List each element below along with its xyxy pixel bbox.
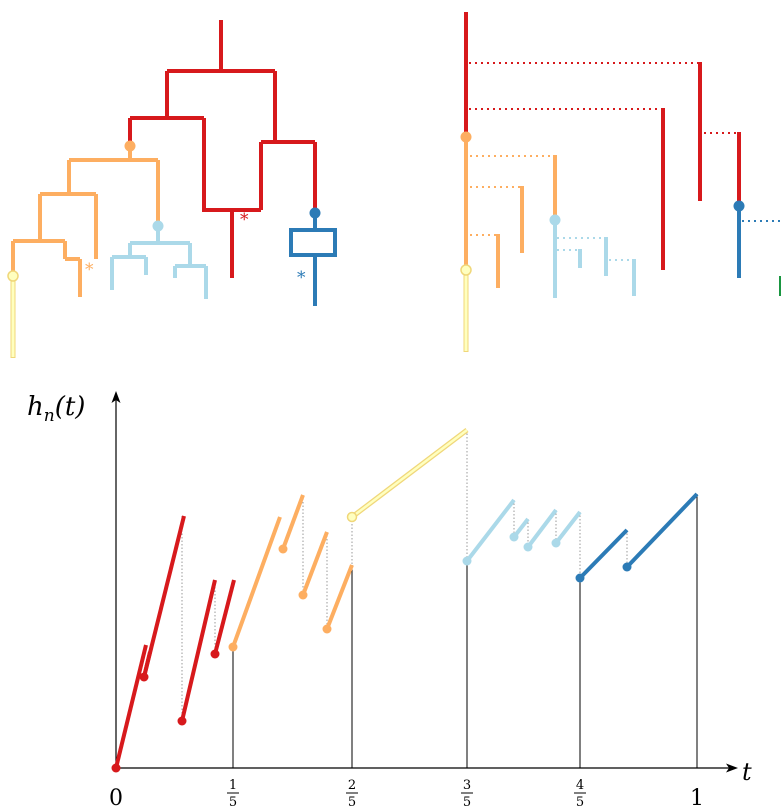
orange-dot — [278, 544, 288, 554]
tick-label-fraction: 3 5 — [461, 778, 473, 810]
red-dot — [177, 716, 187, 726]
contour-blue-dot — [733, 200, 745, 212]
tree-left — [7, 20, 337, 358]
orange-dot — [322, 624, 332, 634]
tree-left-blue-branches — [289, 213, 337, 306]
svg-text:1: 1 — [229, 778, 237, 793]
svg-text:5: 5 — [463, 795, 471, 810]
tick-label-fraction: 1 5 — [227, 778, 239, 810]
y-axis-label: hn(t) — [27, 392, 85, 426]
tick-label-fraction: 4 5 — [574, 778, 586, 810]
svg-text:5: 5 — [576, 795, 584, 810]
contour-yellow-dot — [460, 264, 472, 276]
contour-bars-red — [464, 12, 741, 270]
contour-orange-dot — [460, 131, 472, 143]
red-segments — [114, 515, 236, 769]
tree-left-lightblue-node-dot — [152, 220, 164, 232]
star-blue: * — [297, 268, 306, 288]
svg-text:4: 4 — [576, 778, 584, 793]
yellow-dot — [346, 511, 358, 523]
tick-label-one: 1 — [690, 786, 704, 811]
red-dot — [139, 672, 149, 682]
red-dot-origin — [111, 763, 121, 773]
blue-segments — [578, 492, 699, 580]
tree-left-orange-branches — [11, 146, 160, 297]
svg-text:5: 5 — [348, 795, 356, 810]
tree-left-red-branches — [128, 20, 317, 278]
contour-dotted-orange — [470, 155, 553, 236]
tree-left-blue-node-dot — [309, 207, 321, 219]
red-dot — [210, 649, 220, 659]
lightblue-dot — [551, 538, 561, 548]
orange-segments — [231, 494, 354, 648]
svg-text:2: 2 — [348, 778, 356, 793]
svg-text:5: 5 — [229, 795, 237, 810]
tick-label-fraction: 2 5 — [346, 778, 358, 810]
blue-dot — [575, 573, 585, 583]
contour-bars-orange — [464, 137, 557, 288]
tree-left-yellow-node-dot — [7, 270, 19, 282]
tree-left-lightblue-branches — [110, 226, 208, 299]
orange-dot — [228, 642, 238, 652]
contour-lightblue-dot — [549, 214, 561, 226]
svg-text:3: 3 — [463, 778, 471, 793]
jump-lines — [181, 430, 628, 721]
x-axis-arrow — [726, 763, 738, 773]
tick-label-zero: 0 — [109, 786, 123, 811]
contour-dotted-red — [469, 62, 738, 134]
star-red: * — [240, 210, 249, 230]
yellow-segment — [350, 428, 469, 519]
contour-dotted-lightblue — [557, 237, 632, 261]
lightblue-segments — [465, 498, 582, 563]
lightblue-dot — [523, 542, 533, 552]
x-axis-label: t — [742, 758, 752, 786]
blue-dot — [622, 562, 632, 572]
lightblue-dot — [509, 532, 519, 542]
drop-lines — [232, 494, 698, 768]
tree-left-orange-node-dot — [124, 140, 136, 152]
orange-dot — [298, 590, 308, 600]
height-graph: hn(t) t 0 1 1 5 2 5 3 5 4 5 — [27, 391, 752, 811]
lightblue-dot — [462, 556, 472, 566]
y-axis-arrow — [111, 391, 121, 403]
contour-right — [460, 12, 782, 352]
contour-bars-lightblue — [553, 220, 636, 298]
star-orange: * — [85, 260, 94, 280]
